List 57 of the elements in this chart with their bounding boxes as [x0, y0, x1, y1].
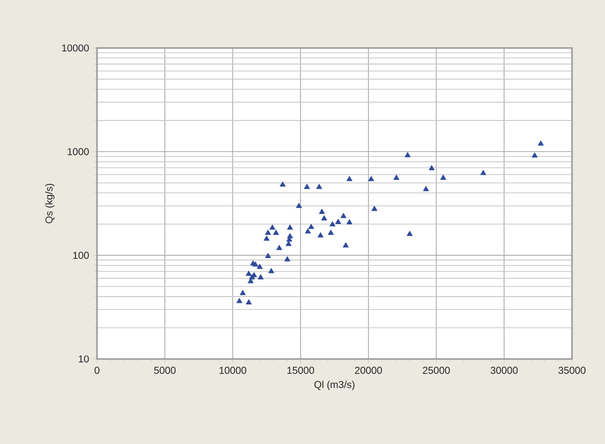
point — [256, 264, 263, 269]
y-tick-label: 1000 — [68, 148, 89, 156]
point — [423, 186, 429, 192]
y-tick-label: 10000 — [62, 44, 89, 52]
x-tick-label: 20000 — [355, 366, 382, 374]
point — [532, 152, 538, 158]
x-tick-label: 0 — [94, 366, 100, 374]
point — [316, 184, 322, 190]
point — [340, 212, 346, 218]
point — [393, 174, 400, 180]
x-tick-label: 15000 — [287, 366, 314, 374]
point — [287, 224, 293, 230]
point — [368, 176, 374, 182]
point — [264, 236, 270, 241]
point — [296, 202, 302, 208]
x-tick-label: 10000 — [220, 366, 246, 374]
point — [371, 206, 378, 211]
point — [246, 299, 252, 304]
point — [321, 215, 328, 220]
x-tick-label: 30000 — [490, 366, 518, 374]
point — [328, 230, 334, 235]
point — [440, 174, 446, 180]
point — [428, 165, 435, 170]
point — [246, 270, 252, 276]
point — [406, 230, 413, 236]
x-tick-label: 5000 — [154, 366, 176, 374]
point — [269, 224, 276, 230]
point — [236, 298, 242, 304]
point — [280, 181, 286, 187]
point — [342, 242, 349, 248]
point — [265, 252, 271, 258]
point — [346, 219, 352, 224]
point — [318, 232, 324, 238]
x-tick-label: 25000 — [422, 366, 450, 374]
y-tick-label: 10 — [78, 355, 89, 363]
point — [258, 274, 264, 280]
point — [276, 244, 282, 250]
point — [329, 221, 336, 226]
x-axis-title: Ql (m3/s) — [314, 380, 354, 390]
point — [480, 170, 486, 176]
point — [265, 230, 271, 235]
point — [304, 228, 311, 234]
point — [538, 140, 544, 146]
point — [284, 256, 290, 262]
point — [308, 224, 314, 229]
point — [273, 230, 279, 235]
point — [404, 152, 411, 158]
point — [335, 218, 342, 224]
point — [304, 184, 310, 190]
point — [318, 208, 325, 214]
point — [240, 290, 246, 296]
x-tick-label: 35000 — [558, 366, 586, 374]
y-tick-label: 100 — [73, 252, 89, 259]
point — [346, 176, 352, 182]
point — [268, 268, 274, 274]
point — [287, 233, 293, 238]
y-axis-title: Qs (kg/s) — [45, 184, 55, 224]
